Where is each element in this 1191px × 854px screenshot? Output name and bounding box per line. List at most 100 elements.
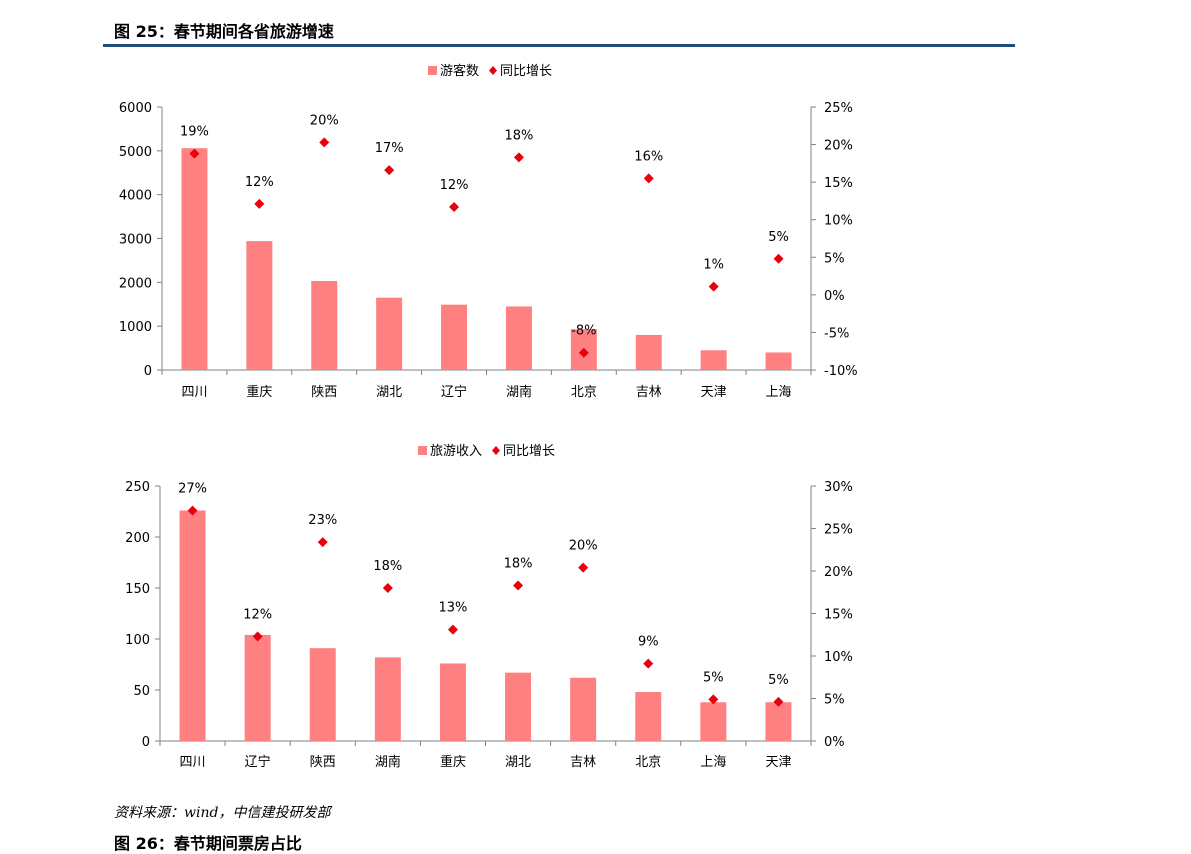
growth-data-label: 12% [440, 178, 469, 193]
legend-swatch-marker [492, 446, 500, 455]
right-axis-tick-label: 10% [824, 650, 853, 665]
growth-marker [513, 152, 524, 163]
bar [570, 677, 597, 741]
bar [179, 510, 206, 741]
left-axis-tick-label: 150 [125, 582, 150, 597]
right-axis-tick-label: 20% [824, 139, 853, 154]
bar [376, 297, 403, 370]
growth-marker [449, 201, 460, 212]
title-rule [103, 44, 1015, 47]
growth-data-label: 17% [375, 141, 404, 156]
right-axis-tick-label: 5% [824, 693, 845, 708]
bar [244, 634, 271, 741]
bar [439, 663, 466, 741]
category-label: 重庆 [246, 384, 272, 400]
right-axis-tick-label: 25% [824, 523, 853, 538]
chart-revenue: 旅游收入 同比增长 0 50 100 150 200 250 0% 5% 10% 15% 20% 25% 3… [125, 444, 853, 770]
next-figure-title: 图 26：春节期间票房占比 [114, 834, 302, 853]
left-axis-tick-label: 0 [142, 735, 150, 750]
bar [505, 306, 532, 370]
growth-marker [643, 658, 654, 669]
category-label: 湖南 [375, 754, 401, 770]
bar [700, 350, 727, 370]
right-axis-tick-label: -5% [824, 326, 849, 341]
category-label: 湖北 [505, 755, 531, 770]
right-axis-tick-label: 15% [824, 176, 853, 191]
growth-data-label: 9% [638, 635, 659, 650]
growth-data-label: 18% [373, 559, 402, 574]
figure-title: 图 25：春节期间各省旅游增速 [114, 22, 334, 41]
category-label: 上海 [766, 385, 792, 400]
category-label: 辽宁 [441, 384, 467, 400]
growth-marker [382, 583, 393, 593]
growth-data-label: 27% [178, 482, 207, 497]
growth-data-label: 18% [504, 556, 533, 571]
right-axis-tick-label: 20% [824, 565, 853, 580]
legend-label-marker: 同比增长 [503, 444, 555, 459]
category-label: 辽宁 [245, 754, 271, 770]
bar [309, 648, 336, 741]
right-axis-tick-label: 5% [824, 251, 845, 266]
category-label: 天津 [701, 385, 727, 400]
growth-marker [643, 173, 654, 184]
legend-swatch-marker [489, 66, 497, 75]
left-axis-tick-label: 100 [125, 633, 150, 648]
growth-marker [773, 253, 784, 264]
right-axis-tick-label: 25% [824, 101, 853, 116]
left-axis-tick-label: 0 [144, 364, 152, 379]
growth-marker [578, 562, 589, 573]
growth-data-label: 23% [308, 513, 337, 528]
right-axis-tick-label: 30% [824, 480, 853, 495]
legend-label-bar: 旅游收入 [430, 444, 482, 459]
category-label: 湖南 [506, 384, 532, 400]
category-label: 湖北 [376, 385, 402, 400]
legend-swatch-bar [418, 446, 427, 455]
right-axis-tick-label: 10% [824, 214, 853, 229]
left-axis-tick-label: 5000 [119, 145, 152, 160]
right-axis-tick-label: 0% [824, 289, 845, 304]
category-label: 北京 [571, 385, 597, 400]
growth-marker [189, 148, 200, 159]
growth-marker [317, 537, 328, 548]
chart-tourists: 游客数 同比增长 0 1000 2000 3000 4000 5000 6000 -10% -5% 0… [119, 63, 858, 400]
right-axis-tick-label: 15% [824, 608, 853, 623]
legend-label-bar: 游客数 [440, 63, 479, 79]
bar [441, 304, 468, 370]
legend-label-marker: 同比增长 [500, 64, 552, 79]
bar [700, 702, 727, 741]
category-label: 四川 [181, 385, 207, 400]
left-axis-tick-label: 2000 [119, 276, 152, 291]
growth-marker [708, 694, 719, 705]
bar [374, 657, 401, 741]
legend-swatch-bar [428, 66, 437, 75]
bar [311, 281, 338, 370]
growth-data-label: 16% [634, 149, 663, 164]
growth-marker [252, 631, 263, 642]
category-label: 北京 [635, 755, 661, 770]
bar [635, 334, 662, 370]
growth-marker [319, 137, 330, 148]
left-axis-tick-label: 1000 [119, 320, 152, 335]
category-label: 吉林 [636, 385, 662, 400]
growth-marker [384, 165, 395, 176]
growth-data-label: 13% [438, 601, 467, 616]
source-note: 资料来源：wind，中信建投研发部 [114, 805, 331, 821]
growth-data-label: 19% [180, 125, 209, 140]
left-axis-tick-label: 200 [125, 531, 150, 546]
category-label: 天津 [765, 755, 791, 770]
left-axis-tick-label: 6000 [119, 101, 152, 116]
growth-data-label: 18% [504, 128, 533, 143]
left-axis-tick-label: 4000 [119, 189, 152, 204]
category-label: 陕西 [310, 755, 336, 770]
right-axis-tick-label: 0% [824, 735, 845, 750]
left-axis-tick-label: 250 [125, 480, 150, 495]
growth-marker [708, 281, 719, 292]
category-label: 四川 [180, 755, 206, 770]
growth-data-label: 12% [243, 607, 272, 622]
growth-data-label: 5% [703, 670, 724, 685]
category-label: 吉林 [570, 755, 596, 770]
bar [765, 352, 792, 370]
bar [505, 672, 532, 741]
growth-data-label: 20% [569, 539, 598, 554]
growth-data-label: 1% [703, 258, 724, 273]
